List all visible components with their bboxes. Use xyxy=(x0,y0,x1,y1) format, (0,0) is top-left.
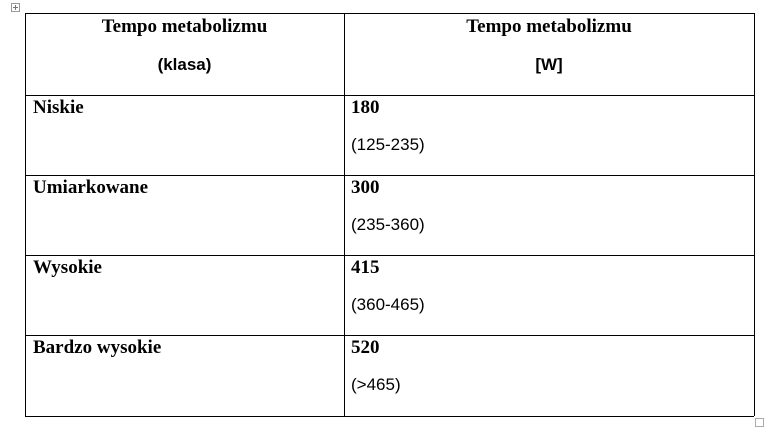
row-label: Niskie xyxy=(33,97,84,118)
row-value: 180 xyxy=(351,97,380,118)
header-title: Tempo metabolizmu xyxy=(101,16,268,37)
table-border xyxy=(25,13,754,14)
row-border xyxy=(25,175,754,176)
row-label: Umiarkowane xyxy=(33,177,149,198)
table-border xyxy=(754,13,755,416)
row-value: 300 xyxy=(351,177,380,198)
table-move-handle[interactable] xyxy=(11,3,21,13)
header-unit: (klasa) xyxy=(157,55,212,74)
table-border xyxy=(25,13,26,416)
row-range: (235-360) xyxy=(351,215,425,234)
row-border xyxy=(25,255,754,256)
row-value: 415 xyxy=(351,257,380,278)
row-value: 520 xyxy=(351,337,380,358)
row-range: (125-235) xyxy=(351,135,425,154)
table-resize-handle[interactable] xyxy=(755,418,765,428)
row-label: Bardzo wysokie xyxy=(33,337,162,358)
row-border xyxy=(25,95,754,96)
handle-box xyxy=(755,418,764,427)
header-title: Tempo metabolizmu xyxy=(466,16,632,37)
row-border xyxy=(25,335,754,336)
row-range: (360-465) xyxy=(351,295,425,314)
row-label: Wysokie xyxy=(33,257,102,278)
table-border xyxy=(25,416,754,417)
row-range: (>465) xyxy=(351,375,401,394)
column-border xyxy=(344,13,345,416)
header-unit: [W] xyxy=(535,55,563,74)
